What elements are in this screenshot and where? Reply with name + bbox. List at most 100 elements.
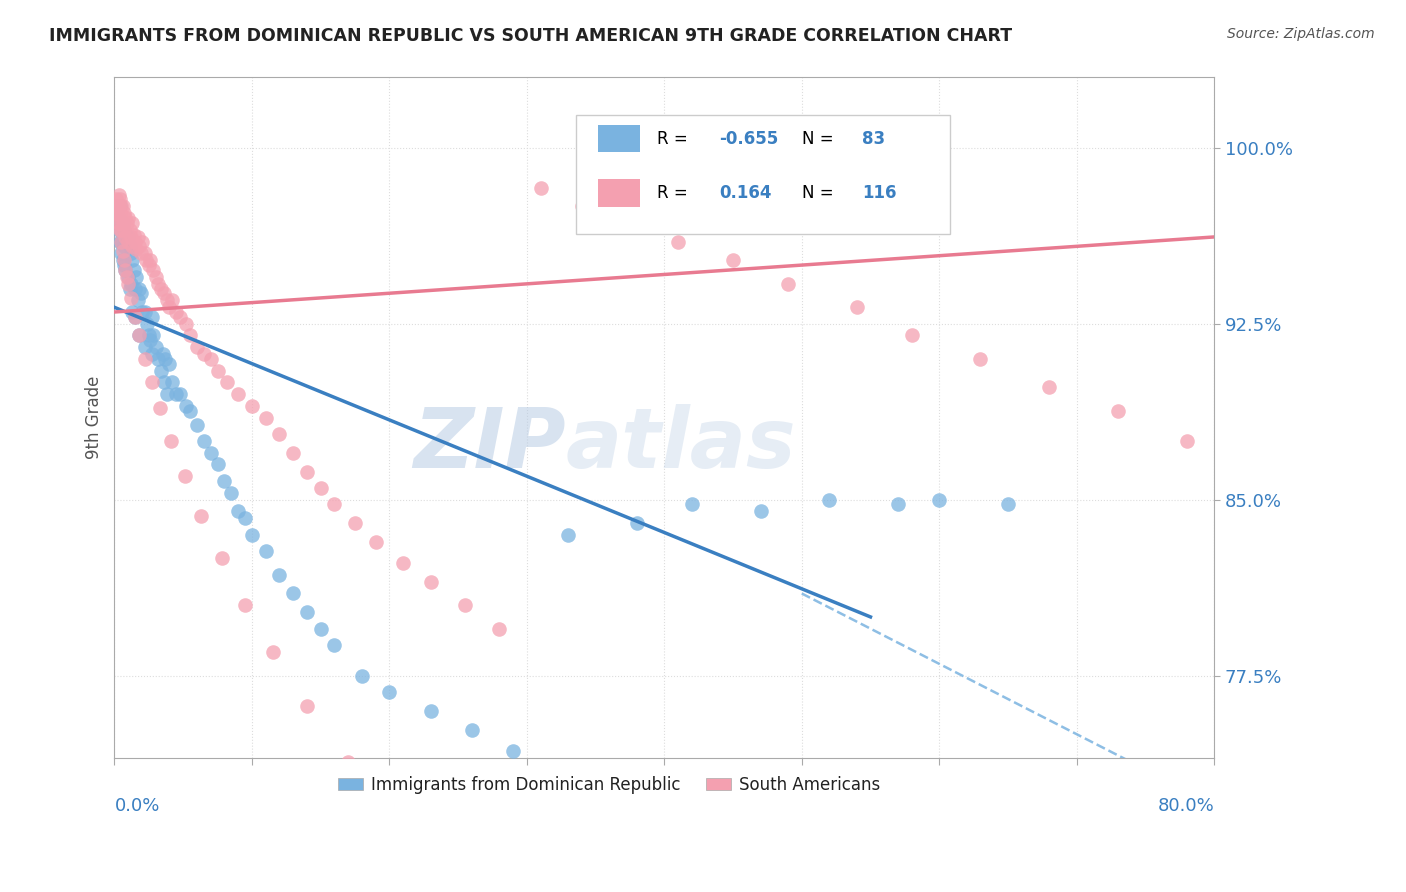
- Point: [124, 281, 146, 295]
- Point: [295, 699, 318, 714]
- Point: [233, 511, 256, 525]
- Point: [107, 216, 129, 230]
- Point: [124, 310, 146, 324]
- Point: [135, 253, 157, 268]
- Point: [114, 262, 136, 277]
- Point: [111, 199, 134, 213]
- Point: [122, 262, 145, 277]
- Point: [557, 528, 579, 542]
- FancyBboxPatch shape: [576, 115, 950, 234]
- Point: [112, 253, 135, 268]
- Point: [128, 239, 150, 253]
- Point: [121, 253, 143, 268]
- Point: [254, 544, 277, 558]
- Point: [117, 230, 139, 244]
- Point: [118, 281, 141, 295]
- Point: [128, 281, 150, 295]
- Point: [107, 199, 129, 213]
- Point: [115, 269, 138, 284]
- Point: [626, 516, 648, 530]
- Point: [200, 446, 222, 460]
- Point: [159, 434, 181, 448]
- Point: [107, 187, 129, 202]
- Point: [160, 376, 183, 390]
- Text: -0.655: -0.655: [720, 129, 779, 148]
- Point: [115, 216, 138, 230]
- Point: [114, 230, 136, 244]
- Point: [440, 880, 463, 892]
- Point: [110, 223, 132, 237]
- Point: [118, 223, 141, 237]
- Point: [488, 622, 510, 636]
- Point: [120, 277, 142, 291]
- Point: [108, 206, 131, 220]
- Point: [186, 340, 208, 354]
- Point: [105, 199, 128, 213]
- Point: [108, 235, 131, 249]
- Point: [529, 180, 551, 194]
- Point: [219, 485, 242, 500]
- Point: [108, 193, 131, 207]
- Point: [125, 269, 148, 284]
- Point: [107, 223, 129, 237]
- Point: [900, 328, 922, 343]
- Point: [169, 387, 191, 401]
- Point: [997, 497, 1019, 511]
- Point: [129, 286, 152, 301]
- Point: [127, 293, 149, 308]
- Point: [104, 199, 127, 213]
- Point: [107, 216, 129, 230]
- Point: [134, 305, 156, 319]
- Point: [156, 293, 179, 308]
- Point: [141, 347, 163, 361]
- Point: [174, 399, 197, 413]
- Point: [105, 199, 128, 213]
- Point: [108, 199, 131, 213]
- Point: [139, 253, 162, 268]
- Point: [385, 816, 408, 830]
- Point: [323, 638, 346, 652]
- Point: [152, 347, 174, 361]
- Point: [174, 317, 197, 331]
- Point: [207, 364, 229, 378]
- Point: [226, 504, 249, 518]
- Text: R =: R =: [657, 184, 693, 202]
- Point: [118, 239, 141, 253]
- Point: [112, 223, 135, 237]
- Point: [262, 645, 284, 659]
- Point: [134, 351, 156, 366]
- Point: [269, 567, 291, 582]
- Text: N =: N =: [801, 129, 838, 148]
- Point: [157, 357, 180, 371]
- Point: [128, 328, 150, 343]
- Point: [749, 504, 772, 518]
- Point: [350, 668, 373, 682]
- Point: [190, 509, 212, 524]
- Point: [134, 340, 156, 354]
- Point: [125, 242, 148, 256]
- Point: [110, 199, 132, 213]
- Point: [214, 474, 236, 488]
- Point: [157, 301, 180, 315]
- Point: [281, 586, 304, 600]
- Point: [129, 246, 152, 260]
- Point: [153, 286, 176, 301]
- Point: [309, 622, 332, 636]
- Point: [141, 376, 163, 390]
- Point: [226, 387, 249, 401]
- Point: [105, 206, 128, 220]
- Point: [207, 458, 229, 472]
- Point: [1038, 380, 1060, 394]
- Point: [240, 399, 263, 413]
- Point: [107, 211, 129, 226]
- Point: [193, 434, 215, 448]
- Point: [110, 235, 132, 249]
- Point: [111, 235, 134, 249]
- Text: R =: R =: [657, 129, 693, 148]
- Point: [112, 258, 135, 272]
- Y-axis label: 9th Grade: 9th Grade: [86, 376, 103, 459]
- Point: [1175, 434, 1198, 448]
- Point: [121, 305, 143, 319]
- Point: [240, 528, 263, 542]
- Legend: Immigrants from Dominican Republic, South Americans: Immigrants from Dominican Republic, Sout…: [332, 769, 887, 800]
